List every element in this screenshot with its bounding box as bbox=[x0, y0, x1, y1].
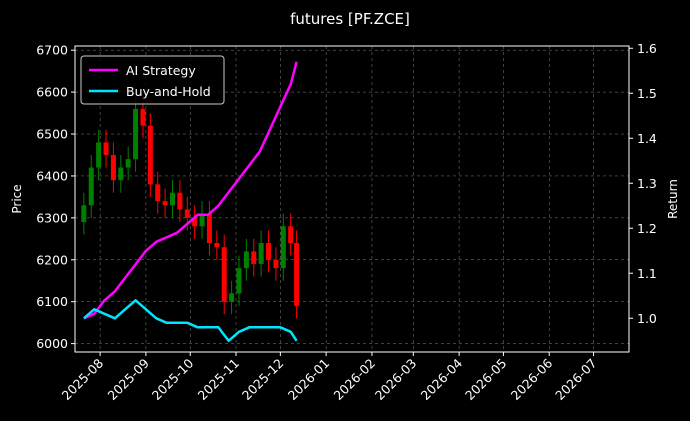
candle-body bbox=[170, 192, 176, 206]
candles bbox=[81, 96, 300, 319]
y-tick-label: 6300 bbox=[36, 210, 68, 225]
series-line-ai-strategy bbox=[83, 61, 298, 320]
candle-body bbox=[199, 213, 205, 227]
candle-body bbox=[206, 213, 212, 244]
candle-body bbox=[118, 167, 124, 181]
candle-body bbox=[258, 243, 264, 264]
candle-body bbox=[266, 243, 272, 260]
candle-body bbox=[294, 243, 300, 306]
y-axis-label: Price bbox=[10, 184, 24, 213]
candle-body bbox=[243, 251, 249, 269]
y-tick-label: 6700 bbox=[36, 43, 68, 58]
plot-frame bbox=[74, 45, 630, 353]
candle-body bbox=[288, 226, 294, 244]
y-tick-label: 6400 bbox=[36, 168, 68, 183]
candle-body bbox=[103, 142, 109, 155]
candle-body bbox=[133, 108, 139, 160]
candle-body bbox=[221, 247, 227, 302]
candle-body bbox=[96, 142, 102, 168]
y-tick-label: 6200 bbox=[36, 252, 68, 267]
candle-body bbox=[162, 201, 168, 206]
y2-tick-label: 1.6 bbox=[637, 41, 657, 56]
candle-body bbox=[125, 159, 131, 168]
candle-body bbox=[155, 184, 161, 202]
candle-body bbox=[229, 293, 235, 302]
chart-title: futures [PF.ZCE] bbox=[290, 10, 410, 28]
legend-label-ai-strategy: AI Strategy bbox=[126, 63, 196, 78]
candle-body bbox=[81, 205, 87, 223]
y-tick-label: 6100 bbox=[36, 294, 68, 309]
y-tick-label: 6500 bbox=[36, 127, 68, 142]
y2-tick-label: 1.5 bbox=[637, 86, 657, 101]
legend: AI Strategy Buy-and-Hold bbox=[80, 55, 225, 105]
candle-body bbox=[280, 226, 286, 269]
series-lines bbox=[83, 61, 298, 343]
candle-body bbox=[236, 268, 242, 294]
y-tick-label: 6600 bbox=[36, 85, 68, 100]
candle-body bbox=[110, 154, 116, 181]
candle-body bbox=[184, 209, 190, 218]
candle-body bbox=[147, 125, 153, 185]
y2-tick-label: 1.1 bbox=[637, 266, 657, 281]
candle-body bbox=[273, 259, 279, 269]
y2-tick-label: 1.2 bbox=[637, 221, 657, 236]
y2-tick-label: 1.4 bbox=[637, 131, 657, 146]
grid bbox=[75, 46, 629, 352]
y2-tick-label: 1.0 bbox=[637, 311, 657, 326]
y-axis-right: 1.0 1.1 1.2 1.3 1.4 1.5 1.6 bbox=[629, 41, 657, 326]
y2-tick-label: 1.3 bbox=[637, 176, 657, 191]
candle-body bbox=[214, 243, 220, 248]
candle-body bbox=[192, 217, 198, 227]
candle-body bbox=[140, 108, 146, 126]
y-tick-label: 6000 bbox=[36, 336, 68, 351]
candle-body bbox=[88, 167, 94, 206]
y-axis-left: 6000 6100 6200 6300 6400 6500 6600 6700 bbox=[36, 43, 75, 351]
candle-body bbox=[177, 192, 183, 210]
candle-body bbox=[251, 251, 257, 264]
y2-axis-label: Return bbox=[666, 179, 680, 219]
series-line-buy-and-hold bbox=[83, 299, 298, 343]
legend-label-buy-and-hold: Buy-and-Hold bbox=[126, 84, 211, 99]
